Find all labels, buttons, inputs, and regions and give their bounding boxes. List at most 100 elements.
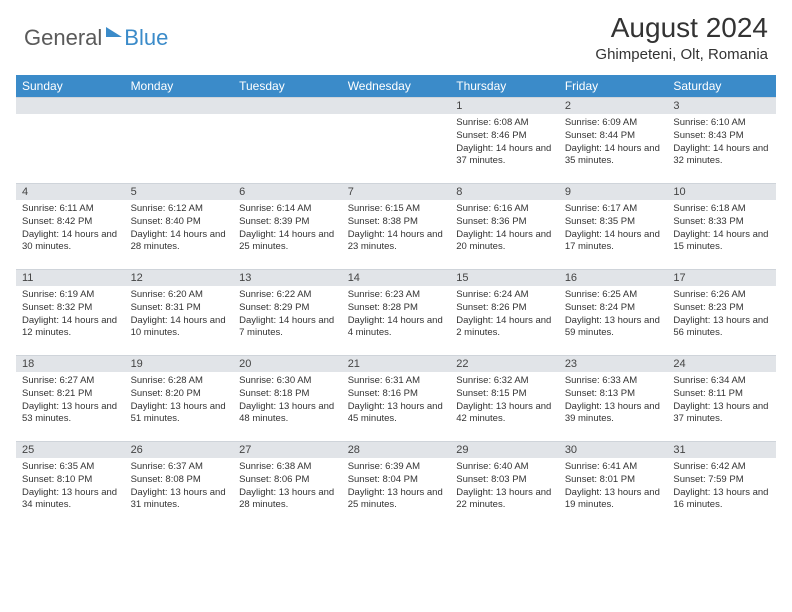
sunset-text: Sunset: 8:35 PM [565,216,662,229]
sunrise-text: Sunrise: 6:24 AM [456,289,553,302]
daylight-text: Daylight: 13 hours and 45 minutes. [348,401,445,427]
day-content [233,114,342,174]
day-number: 7 [342,183,451,200]
day-content: Sunrise: 6:34 AMSunset: 8:11 PMDaylight:… [667,372,776,429]
daylight-text: Daylight: 13 hours and 59 minutes. [565,315,662,341]
calendar-day-cell [125,97,234,183]
title-block: August 2024 Ghimpeteni, Olt, Romania [595,12,768,63]
sunset-text: Sunset: 8:23 PM [673,302,770,315]
calendar-day-cell: 10Sunrise: 6:18 AMSunset: 8:33 PMDayligh… [667,183,776,269]
day-content: Sunrise: 6:18 AMSunset: 8:33 PMDaylight:… [667,200,776,257]
calendar-header-row: SundayMondayTuesdayWednesdayThursdayFrid… [16,75,776,97]
day-number: 3 [667,97,776,114]
daylight-text: Daylight: 13 hours and 51 minutes. [131,401,228,427]
daylight-text: Daylight: 13 hours and 56 minutes. [673,315,770,341]
sunrise-text: Sunrise: 6:08 AM [456,117,553,130]
day-number: 25 [16,441,125,458]
day-number: 2 [559,97,668,114]
day-number: 31 [667,441,776,458]
day-number: 12 [125,269,234,286]
logo-text-general: General [24,25,102,51]
sunset-text: Sunset: 8:15 PM [456,388,553,401]
logo-text-blue: Blue [124,25,168,51]
sunrise-text: Sunrise: 6:34 AM [673,375,770,388]
sunset-text: Sunset: 8:36 PM [456,216,553,229]
day-content: Sunrise: 6:40 AMSunset: 8:03 PMDaylight:… [450,458,559,515]
day-content: Sunrise: 6:27 AMSunset: 8:21 PMDaylight:… [16,372,125,429]
day-number: 21 [342,355,451,372]
sunrise-text: Sunrise: 6:12 AM [131,203,228,216]
day-number: 11 [16,269,125,286]
day-content: Sunrise: 6:37 AMSunset: 8:08 PMDaylight:… [125,458,234,515]
day-content: Sunrise: 6:15 AMSunset: 8:38 PMDaylight:… [342,200,451,257]
calendar-day-cell: 7Sunrise: 6:15 AMSunset: 8:38 PMDaylight… [342,183,451,269]
calendar-table: SundayMondayTuesdayWednesdayThursdayFrid… [16,75,776,527]
day-content: Sunrise: 6:25 AMSunset: 8:24 PMDaylight:… [559,286,668,343]
day-content: Sunrise: 6:19 AMSunset: 8:32 PMDaylight:… [16,286,125,343]
day-content: Sunrise: 6:41 AMSunset: 8:01 PMDaylight:… [559,458,668,515]
day-number: 14 [342,269,451,286]
sunset-text: Sunset: 8:32 PM [22,302,119,315]
calendar-day-cell: 31Sunrise: 6:42 AMSunset: 7:59 PMDayligh… [667,441,776,527]
daylight-text: Daylight: 14 hours and 20 minutes. [456,229,553,255]
daylight-text: Daylight: 14 hours and 17 minutes. [565,229,662,255]
calendar-day-cell: 21Sunrise: 6:31 AMSunset: 8:16 PMDayligh… [342,355,451,441]
logo: General Blue [24,25,168,51]
sunrise-text: Sunrise: 6:42 AM [673,461,770,474]
calendar-day-cell: 1Sunrise: 6:08 AMSunset: 8:46 PMDaylight… [450,97,559,183]
calendar-day-cell: 17Sunrise: 6:26 AMSunset: 8:23 PMDayligh… [667,269,776,355]
day-number: 27 [233,441,342,458]
sunset-text: Sunset: 8:10 PM [22,474,119,487]
calendar-day-cell: 30Sunrise: 6:41 AMSunset: 8:01 PMDayligh… [559,441,668,527]
daylight-text: Daylight: 14 hours and 2 minutes. [456,315,553,341]
daylight-text: Daylight: 14 hours and 7 minutes. [239,315,336,341]
day-content: Sunrise: 6:39 AMSunset: 8:04 PMDaylight:… [342,458,451,515]
sail-icon [106,27,122,37]
calendar-day-cell: 8Sunrise: 6:16 AMSunset: 8:36 PMDaylight… [450,183,559,269]
calendar-day-cell: 20Sunrise: 6:30 AMSunset: 8:18 PMDayligh… [233,355,342,441]
month-year: August 2024 [595,12,768,44]
calendar-day-cell: 13Sunrise: 6:22 AMSunset: 8:29 PMDayligh… [233,269,342,355]
calendar-day-cell: 16Sunrise: 6:25 AMSunset: 8:24 PMDayligh… [559,269,668,355]
sunrise-text: Sunrise: 6:40 AM [456,461,553,474]
day-content: Sunrise: 6:26 AMSunset: 8:23 PMDaylight:… [667,286,776,343]
sunrise-text: Sunrise: 6:28 AM [131,375,228,388]
sunrise-text: Sunrise: 6:41 AM [565,461,662,474]
day-number: 6 [233,183,342,200]
day-number: 15 [450,269,559,286]
sunrise-text: Sunrise: 6:30 AM [239,375,336,388]
sunset-text: Sunset: 8:40 PM [131,216,228,229]
calendar-day-cell: 4Sunrise: 6:11 AMSunset: 8:42 PMDaylight… [16,183,125,269]
day-content: Sunrise: 6:16 AMSunset: 8:36 PMDaylight:… [450,200,559,257]
calendar-day-cell: 23Sunrise: 6:33 AMSunset: 8:13 PMDayligh… [559,355,668,441]
sunrise-text: Sunrise: 6:25 AM [565,289,662,302]
sunset-text: Sunset: 8:38 PM [348,216,445,229]
calendar-day-cell: 25Sunrise: 6:35 AMSunset: 8:10 PMDayligh… [16,441,125,527]
daylight-text: Daylight: 13 hours and 39 minutes. [565,401,662,427]
daylight-text: Daylight: 13 hours and 42 minutes. [456,401,553,427]
sunset-text: Sunset: 8:11 PM [673,388,770,401]
sunset-text: Sunset: 7:59 PM [673,474,770,487]
daylight-text: Daylight: 13 hours and 25 minutes. [348,487,445,513]
calendar-week-row: 1Sunrise: 6:08 AMSunset: 8:46 PMDaylight… [16,97,776,183]
sunset-text: Sunset: 8:03 PM [456,474,553,487]
day-number: 17 [667,269,776,286]
day-content [16,114,125,174]
day-content: Sunrise: 6:14 AMSunset: 8:39 PMDaylight:… [233,200,342,257]
day-number: 24 [667,355,776,372]
calendar-day-cell: 19Sunrise: 6:28 AMSunset: 8:20 PMDayligh… [125,355,234,441]
sunrise-text: Sunrise: 6:19 AM [22,289,119,302]
day-number: 26 [125,441,234,458]
sunset-text: Sunset: 8:20 PM [131,388,228,401]
daylight-text: Daylight: 14 hours and 35 minutes. [565,143,662,169]
calendar-day-cell: 12Sunrise: 6:20 AMSunset: 8:31 PMDayligh… [125,269,234,355]
day-content: Sunrise: 6:22 AMSunset: 8:29 PMDaylight:… [233,286,342,343]
day-content: Sunrise: 6:17 AMSunset: 8:35 PMDaylight:… [559,200,668,257]
sunrise-text: Sunrise: 6:22 AM [239,289,336,302]
header: General Blue August 2024 Ghimpeteni, Olt… [0,0,792,69]
day-number: 9 [559,183,668,200]
sunrise-text: Sunrise: 6:10 AM [673,117,770,130]
calendar-day-cell: 6Sunrise: 6:14 AMSunset: 8:39 PMDaylight… [233,183,342,269]
day-content: Sunrise: 6:28 AMSunset: 8:20 PMDaylight:… [125,372,234,429]
sunrise-text: Sunrise: 6:33 AM [565,375,662,388]
